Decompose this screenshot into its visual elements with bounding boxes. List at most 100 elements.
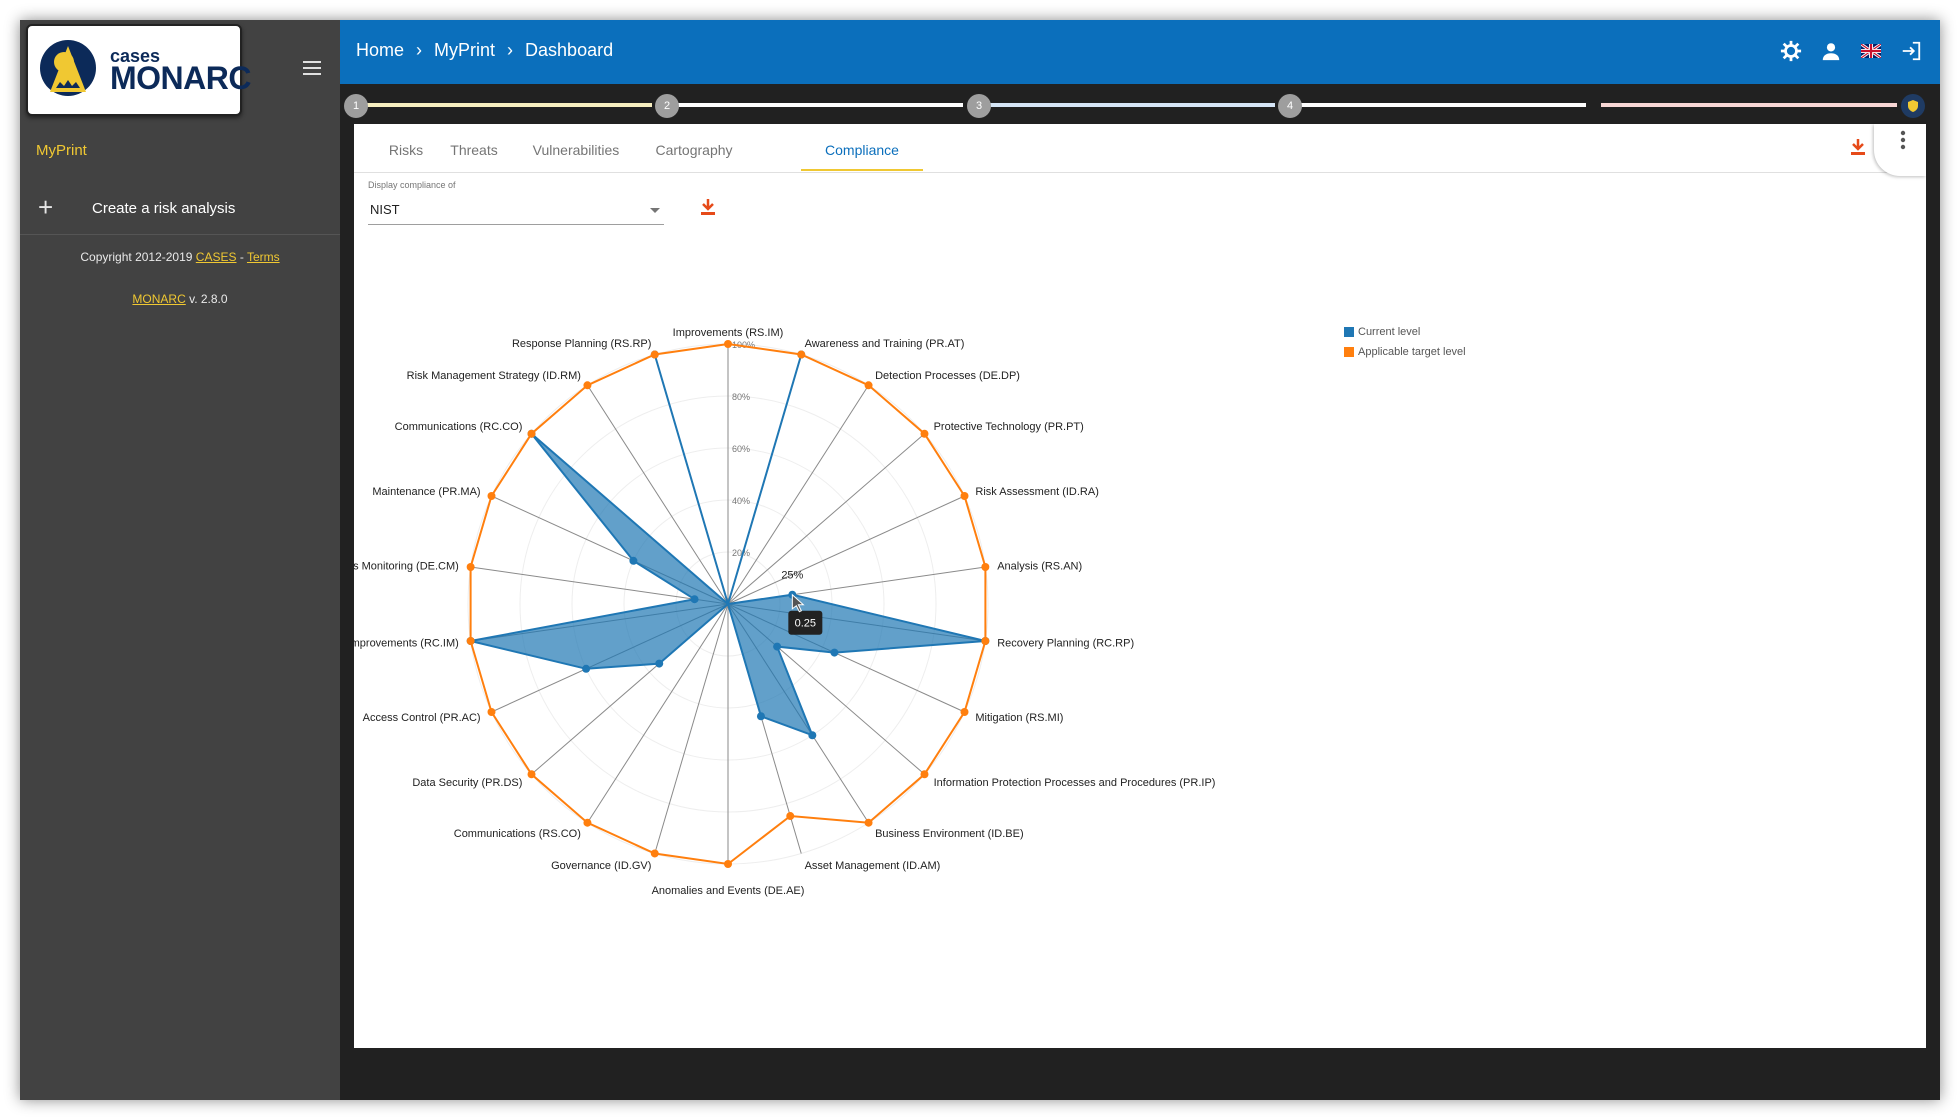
current-level-point (655, 659, 664, 668)
menu-toggle-icon[interactable] (300, 56, 324, 80)
logo-text-bottom: MONARC (110, 60, 251, 96)
compliance-select-value: NIST (370, 202, 400, 217)
current-level-point (773, 642, 782, 651)
version: MONARC v. 2.8.0 (20, 292, 340, 306)
compliance-radar-chart: 20% 40% 60% 80% 100%Improvements (RS.IM) Awar… (354, 327, 1215, 897)
axis-label: Maintenance (PR.MA) (372, 486, 480, 498)
target-level-point (527, 770, 536, 779)
compliance-select[interactable]: NIST (368, 198, 664, 225)
axis-tick-label: 40% (732, 496, 750, 506)
stepper-segment (356, 103, 652, 107)
legend-label-current: Current level (1358, 326, 1421, 338)
mouse-cursor-icon (791, 593, 805, 613)
axis-tick-label: 20% (732, 548, 750, 558)
axis-label: Mitigation (RS.MI) (975, 712, 1063, 724)
step-1[interactable]: 1 (344, 94, 368, 118)
target-level-point (583, 381, 592, 390)
target-level-point (724, 860, 732, 868)
axis-label: Business Environment (ID.BE) (875, 828, 1024, 840)
axis-spoke (470, 566, 729, 605)
breadcrumb-home[interactable]: Home (356, 40, 405, 60)
plus-icon: + (38, 192, 54, 222)
logout-icon[interactable] (1898, 38, 1924, 64)
axis-label: Governance (ID.GV) (551, 860, 651, 872)
chart-legend: Current level Applicable target level (1344, 322, 1466, 362)
create-risk-analysis-button[interactable]: + Create a risk analysis (20, 184, 340, 240)
tooltip-value: 0.25 (795, 618, 816, 630)
top-bar: Home › MyPrint › Dashboard (340, 20, 1940, 84)
axis-tick-label: 60% (732, 444, 750, 454)
logo-text-top: cases (110, 46, 161, 66)
target-level-point (527, 429, 536, 438)
sidebar-divider (20, 234, 340, 235)
axis-label: Risk Management Strategy (ID.RM) (407, 370, 581, 382)
create-risk-analysis-label: Create a risk analysis (92, 200, 236, 217)
axis-label: Recovery Planning (RC.RP) (997, 638, 1134, 650)
axis-label: Analysis (RS.AN) (997, 560, 1082, 572)
step-final-shield-icon[interactable] (1901, 94, 1925, 118)
target-level-point (797, 350, 806, 359)
target-level-point (786, 812, 795, 821)
target-level-point (650, 350, 659, 359)
axis-label: Data Security (PR.DS) (412, 777, 522, 789)
current-level-point (830, 648, 839, 657)
legend-swatch-target (1344, 347, 1354, 357)
breadcrumb-project[interactable]: MyPrint (434, 40, 496, 60)
step-2[interactable]: 2 (655, 94, 679, 118)
dropdown-arrow-icon (650, 208, 660, 213)
stepper-segment (667, 103, 963, 107)
target-level-point (960, 708, 969, 717)
legend-swatch-current (1344, 327, 1354, 337)
chart-download-icon[interactable] (700, 198, 716, 221)
tooltip-box (788, 610, 823, 635)
tab-risks[interactable]: Risks (388, 142, 424, 158)
export-download-icon[interactable] (1850, 138, 1866, 161)
copyright-separator: - (236, 250, 247, 264)
target-level-point (650, 849, 659, 858)
monarc-link[interactable]: MONARC (132, 292, 186, 306)
target-level-point (724, 340, 732, 348)
breadcrumb: Home › MyPrint › Dashboard (356, 40, 613, 61)
active-tab-indicator (801, 169, 923, 171)
axis-spoke (654, 603, 729, 854)
legend-item-target[interactable]: Applicable target level (1344, 342, 1466, 362)
step-3[interactable]: 3 (967, 94, 991, 118)
version-text: v. 2.8.0 (185, 292, 228, 306)
legend-item-current[interactable]: Current level (1344, 322, 1466, 342)
axis-tick-label: 100% (732, 340, 755, 350)
target-level-point (864, 818, 873, 827)
axis-tick-label: 80% (732, 392, 750, 402)
target-level-point (981, 562, 990, 571)
axis-label: Detection Processes (DE.DP) (875, 370, 1020, 382)
cases-link[interactable]: CASES (195, 250, 237, 264)
axis-label: Asset Management (ID.AM) (805, 860, 941, 872)
legend-label-target: Applicable target level (1358, 346, 1466, 358)
uk-flag-icon[interactable] (1858, 38, 1884, 64)
target-level-point (920, 429, 929, 438)
current-level-point (582, 664, 591, 673)
progress-stepper: 1 2 3 4 (340, 84, 1940, 122)
tab-threats[interactable]: Threats (450, 142, 498, 158)
stepper-segment (979, 103, 1275, 107)
axis-spoke (727, 433, 925, 605)
tab-cartography[interactable]: Cartography (655, 142, 733, 158)
target-level-point (920, 770, 929, 779)
more-vert-icon[interactable] (1874, 124, 1926, 176)
step-4[interactable]: 4 (1278, 94, 1302, 118)
main-card: Risks Threats Vulnerabilities Cartograph… (354, 124, 1926, 1048)
target-level-point (466, 562, 475, 571)
tab-vulnerabilities[interactable]: Vulnerabilities (532, 142, 620, 158)
current-level-point (629, 556, 638, 565)
user-icon[interactable] (1818, 38, 1844, 64)
gear-icon[interactable] (1778, 38, 1804, 64)
monarc-logo[interactable]: cases MONARC (26, 24, 251, 116)
app-window: cases MONARC MyPrint + Create a risk ana… (20, 20, 1940, 1100)
terms-link[interactable]: Terms (246, 250, 280, 264)
sidebar-project-link[interactable]: MyPrint (36, 142, 87, 159)
tooltip-axis-value: 25% (781, 570, 803, 582)
stepper-segment (1290, 103, 1586, 107)
axis-label: Security Continuous Monitoring (DE.CM) (354, 560, 459, 572)
chevron-right-icon: › (416, 40, 423, 60)
tab-compliance[interactable]: Compliance (825, 142, 899, 158)
axis-label: Access Control (PR.AC) (363, 712, 481, 724)
